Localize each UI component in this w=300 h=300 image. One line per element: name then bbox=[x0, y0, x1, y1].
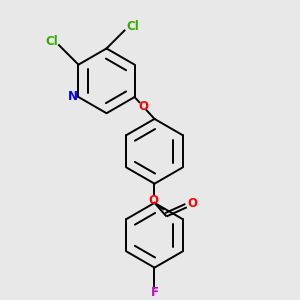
Text: O: O bbox=[187, 197, 197, 210]
Text: O: O bbox=[148, 194, 158, 207]
Text: Cl: Cl bbox=[45, 35, 58, 48]
Text: O: O bbox=[138, 100, 148, 113]
Text: N: N bbox=[68, 90, 78, 103]
Text: F: F bbox=[151, 286, 158, 299]
Text: Cl: Cl bbox=[127, 20, 139, 33]
